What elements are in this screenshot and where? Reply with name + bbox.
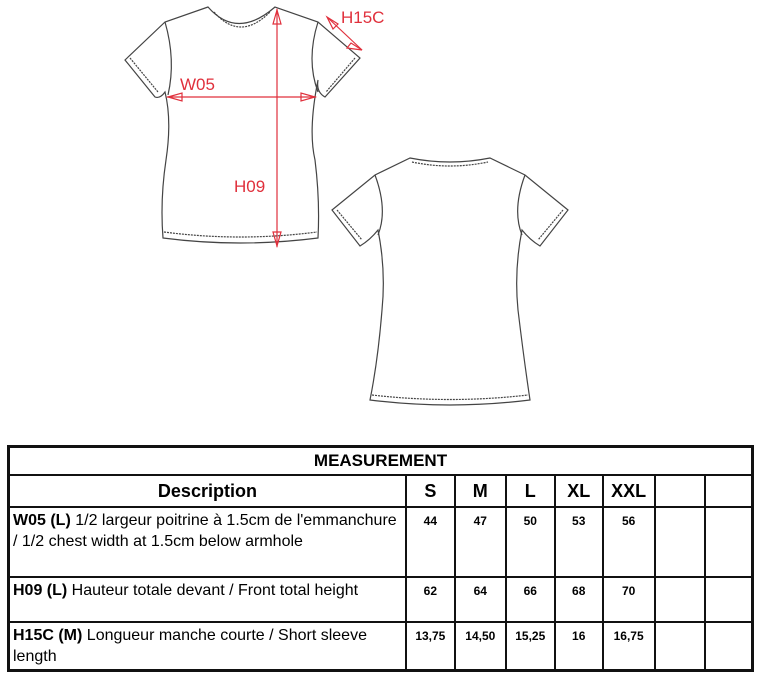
header-l: L — [504, 474, 556, 508]
header-m: M — [453, 474, 507, 508]
garment-diagram: W05 H09 H15C — [124, 6, 569, 406]
cell-value: 68 — [553, 576, 604, 623]
table-row: H15C (M) Longueur manche courte / Short … — [7, 621, 754, 672]
cell-value — [703, 621, 754, 672]
front-tshirt — [124, 6, 361, 244]
cell-value: 16,75 — [601, 621, 656, 672]
header-blank — [703, 474, 754, 508]
cell-value: 14,50 — [453, 621, 507, 672]
row-text: Hauteur totale devant / Front total heig… — [67, 582, 359, 599]
measurement-lines — [165, 7, 363, 249]
row-code: H15C (M) — [13, 627, 83, 644]
cell-value — [653, 506, 706, 578]
cell-value: 62 — [404, 576, 456, 623]
cell-value: 44 — [404, 506, 456, 578]
cell-value: 13,75 — [404, 621, 456, 672]
row-description: W05 (L) 1/2 largeur poitrine à 1.5cm de … — [7, 506, 407, 578]
cell-value — [703, 506, 754, 578]
cell-value: 50 — [504, 506, 556, 578]
w05-label: W05 — [180, 75, 215, 94]
row-description: H15C (M) Longueur manche courte / Short … — [7, 621, 407, 672]
cell-value: 47 — [453, 506, 507, 578]
header-s: S — [404, 474, 456, 508]
row-text: Longueur manche courte / Short sleeve le… — [13, 627, 367, 665]
cell-value: 64 — [453, 576, 507, 623]
cell-value — [703, 576, 754, 623]
h15c-label: H15C — [341, 8, 384, 27]
measurement-table: MEASUREMENT Description S M L XL XXL W05… — [7, 445, 754, 672]
table-title: MEASUREMENT — [7, 445, 754, 476]
header-xxl: XXL — [601, 474, 656, 508]
h09-label: H09 — [234, 177, 265, 196]
header-xl: XL — [553, 474, 604, 508]
cell-value: 70 — [601, 576, 656, 623]
row-description: H09 (L) Hauteur totale devant / Front to… — [7, 576, 407, 623]
row-code: H09 (L) — [13, 582, 68, 599]
table-row: H09 (L) Hauteur totale devant / Front to… — [7, 576, 754, 623]
header-description: Description — [7, 474, 407, 508]
header-row: Description S M L XL XXL — [7, 474, 754, 508]
cell-value — [653, 621, 706, 672]
header-blank — [653, 474, 706, 508]
cell-value: 16 — [553, 621, 604, 672]
cell-value: 53 — [553, 506, 604, 578]
row-text: 1/2 largeur poitrine à 1.5cm de l'emmanc… — [13, 512, 397, 550]
cell-value: 56 — [601, 506, 656, 578]
table-row: W05 (L) 1/2 largeur poitrine à 1.5cm de … — [7, 506, 754, 578]
cell-value — [653, 576, 706, 623]
cell-value: 66 — [504, 576, 556, 623]
row-code: W05 (L) — [13, 512, 71, 529]
back-tshirt — [331, 157, 569, 406]
cell-value: 15,25 — [504, 621, 556, 672]
